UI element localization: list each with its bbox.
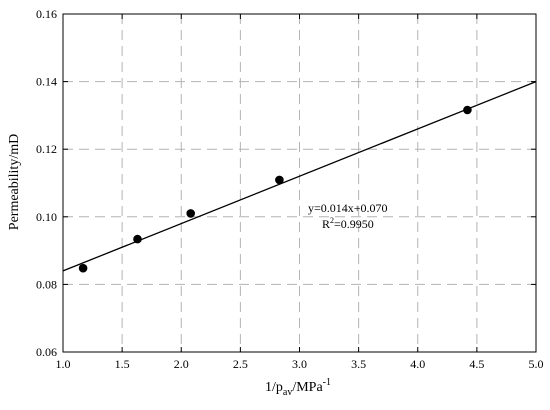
r-squared-prefix: R bbox=[322, 217, 330, 231]
data-point bbox=[78, 263, 88, 273]
x-tick-label: 3.5 bbox=[351, 357, 366, 371]
data-point bbox=[133, 234, 142, 244]
x-axis-label-sub: av bbox=[283, 387, 292, 398]
y-tick-label: 0.10 bbox=[36, 210, 57, 224]
fit-line bbox=[62, 80, 537, 272]
data-point bbox=[186, 209, 196, 218]
r-squared-sup: 2 bbox=[330, 216, 334, 225]
x-tick-label: 4.0 bbox=[410, 357, 425, 371]
x-tick-label: 2.5 bbox=[233, 357, 248, 371]
y-tick-label: 0.08 bbox=[36, 277, 57, 291]
x-axis-label: 1/pav/MPa-1 bbox=[265, 377, 331, 398]
y-tick-label: 0.12 bbox=[36, 142, 57, 156]
x-tick-label: 5.0 bbox=[529, 357, 544, 371]
x-tick-labels: 1.0 1.5 2.0 2.5 3.0 3.5 4.0 4.5 5.0 bbox=[56, 357, 544, 371]
y-tick-labels: 0.06 0.08 0.10 0.12 0.14 0.16 bbox=[36, 7, 57, 359]
data-points bbox=[78, 105, 472, 273]
data-point bbox=[275, 175, 284, 185]
fit-line-layer bbox=[62, 80, 537, 272]
x-tick-label: 3.0 bbox=[292, 357, 307, 371]
y-tick-label: 0.06 bbox=[36, 345, 57, 359]
data-point bbox=[463, 105, 472, 115]
x-tick-label: 1.0 bbox=[56, 357, 71, 371]
x-axis-label-sup: -1 bbox=[323, 377, 331, 388]
plot-frame bbox=[62, 13, 537, 353]
y-tick-label: 0.16 bbox=[36, 7, 57, 21]
fit-equation: y=0.014x+0.070 bbox=[308, 201, 388, 215]
x-tick-label: 2.0 bbox=[174, 357, 189, 371]
y-tick-label: 0.14 bbox=[36, 75, 57, 89]
r-squared-value: =0.9950 bbox=[334, 217, 374, 231]
x-axis-label-unit: /MPa bbox=[292, 380, 323, 395]
x-tick-label: 1.5 bbox=[115, 357, 130, 371]
r-squared: R2=0.9950 bbox=[322, 216, 374, 231]
x-axis-label-main: 1/p bbox=[265, 380, 283, 395]
y-axis-label: Permeability/mD bbox=[7, 134, 22, 230]
grid-lines bbox=[63, 14, 536, 352]
x-tick-label: 4.5 bbox=[469, 357, 484, 371]
